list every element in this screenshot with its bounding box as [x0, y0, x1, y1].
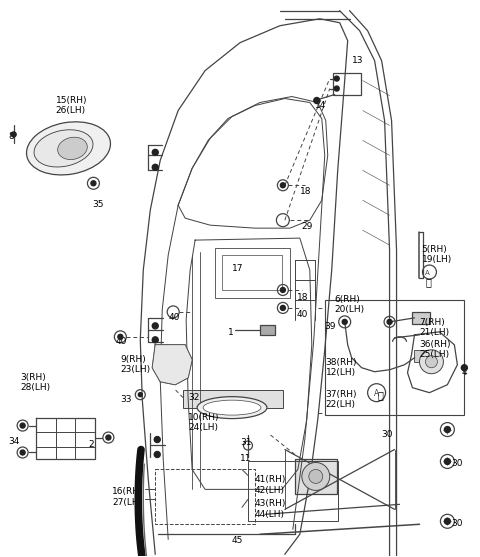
Text: 8: 8	[9, 133, 14, 141]
Circle shape	[11, 132, 16, 137]
Circle shape	[152, 149, 158, 155]
Bar	[295, 460, 336, 495]
Text: 30: 30	[451, 519, 463, 528]
Text: A: A	[425, 270, 430, 276]
Text: 40: 40	[297, 310, 308, 319]
Text: 7(RH)
21(LH): 7(RH) 21(LH)	[420, 318, 450, 338]
Text: 38(RH)
12(LH): 38(RH) 12(LH)	[326, 358, 357, 377]
Circle shape	[106, 435, 111, 440]
Text: 17: 17	[232, 264, 243, 273]
Text: 13: 13	[352, 56, 363, 65]
Circle shape	[420, 350, 444, 374]
Text: 30: 30	[382, 429, 393, 438]
Text: 2: 2	[88, 439, 94, 448]
Circle shape	[91, 181, 96, 186]
Text: 1: 1	[228, 328, 234, 337]
Bar	[333, 72, 360, 95]
Circle shape	[444, 519, 450, 524]
Circle shape	[334, 86, 339, 91]
Text: 3(RH)
28(LH): 3(RH) 28(LH)	[21, 373, 51, 392]
Bar	[260, 325, 275, 335]
Bar	[183, 390, 283, 408]
Circle shape	[154, 452, 160, 457]
Text: A: A	[374, 389, 379, 398]
Text: 43(RH)
44(LH): 43(RH) 44(LH)	[255, 500, 287, 519]
Text: Ⓐ: Ⓐ	[378, 390, 384, 400]
Bar	[412, 312, 431, 324]
Text: 15(RH)
26(LH): 15(RH) 26(LH)	[56, 96, 87, 115]
Text: 33: 33	[120, 395, 132, 404]
Circle shape	[334, 76, 339, 81]
Circle shape	[152, 323, 158, 329]
Text: 34: 34	[9, 437, 20, 446]
Text: 16(RH)
27(LH): 16(RH) 27(LH)	[112, 487, 144, 507]
Text: 35: 35	[93, 200, 104, 209]
Circle shape	[444, 427, 450, 433]
Text: 11: 11	[240, 455, 252, 463]
Text: 36(RH)
25(LH): 36(RH) 25(LH)	[420, 340, 451, 359]
Circle shape	[118, 334, 123, 339]
Circle shape	[280, 287, 286, 292]
Text: 32: 32	[188, 393, 200, 402]
Circle shape	[387, 319, 392, 324]
Text: 14: 14	[315, 100, 326, 110]
Ellipse shape	[34, 130, 93, 167]
Text: 40: 40	[168, 313, 180, 322]
Text: 39: 39	[325, 322, 336, 331]
Text: 31: 31	[240, 438, 252, 447]
Circle shape	[154, 437, 160, 442]
Text: 18: 18	[300, 187, 312, 196]
Circle shape	[425, 356, 437, 368]
Circle shape	[280, 183, 286, 188]
Text: 40: 40	[115, 337, 127, 346]
Circle shape	[302, 462, 330, 490]
Text: 45: 45	[232, 536, 243, 545]
Circle shape	[280, 305, 286, 310]
Bar	[415, 350, 430, 361]
Circle shape	[152, 164, 158, 170]
Bar	[222, 255, 282, 290]
Circle shape	[342, 319, 347, 324]
Circle shape	[20, 450, 25, 455]
Text: 5(RH)
19(LH): 5(RH) 19(LH)	[421, 245, 452, 265]
Circle shape	[309, 470, 323, 483]
Text: 18: 18	[297, 293, 308, 302]
Bar	[248, 461, 338, 521]
Text: 6(RH)
20(LH): 6(RH) 20(LH)	[335, 295, 365, 314]
Text: 37(RH)
22(LH): 37(RH) 22(LH)	[326, 390, 357, 409]
Ellipse shape	[203, 400, 261, 415]
Ellipse shape	[197, 397, 267, 419]
Text: 30: 30	[451, 460, 463, 468]
Bar	[155, 470, 255, 524]
Circle shape	[152, 337, 158, 343]
Bar	[162, 352, 184, 372]
Ellipse shape	[26, 122, 110, 175]
Text: Ⓐ: Ⓐ	[425, 277, 432, 287]
Bar	[325, 300, 464, 414]
Polygon shape	[152, 345, 192, 385]
Text: 10(RH)
24(LH): 10(RH) 24(LH)	[188, 413, 220, 432]
Bar	[215, 248, 290, 298]
Text: 9(RH)
23(LH): 9(RH) 23(LH)	[120, 355, 150, 374]
Ellipse shape	[58, 137, 87, 159]
Circle shape	[314, 97, 320, 104]
Text: 41(RH)
42(LH): 41(RH) 42(LH)	[255, 476, 287, 495]
Circle shape	[444, 458, 450, 465]
Circle shape	[461, 365, 468, 371]
Text: 4: 4	[461, 368, 467, 377]
Circle shape	[20, 423, 25, 428]
Circle shape	[138, 393, 142, 397]
Text: 29: 29	[302, 222, 313, 231]
